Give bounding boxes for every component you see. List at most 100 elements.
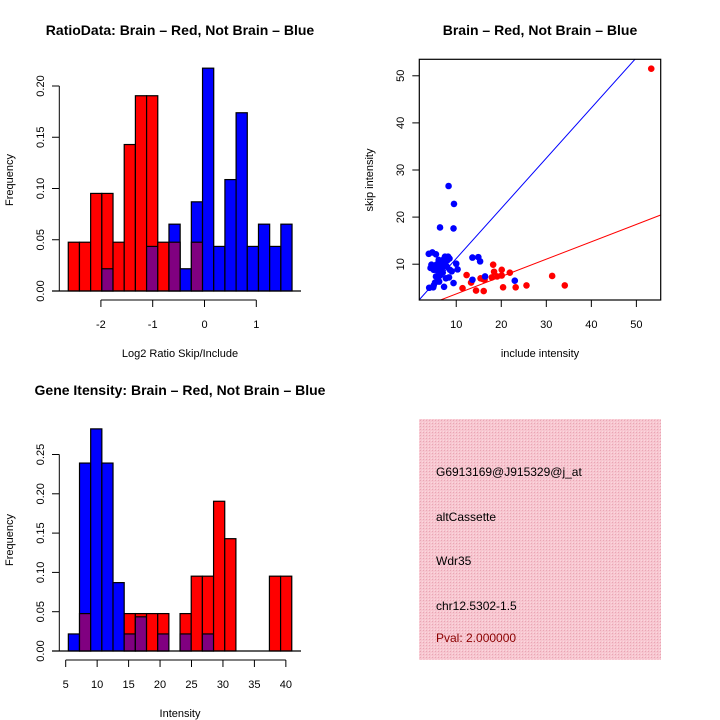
brain-bar xyxy=(279,575,293,652)
not-brain-point xyxy=(445,274,453,281)
regression-line xyxy=(419,59,636,300)
probe-id: G6913169@J915329@j_at xyxy=(436,465,582,479)
overlap-bar xyxy=(157,633,170,652)
not-brain-bar xyxy=(269,245,282,292)
not-brain-point xyxy=(436,224,444,231)
y-tick-label: 0.15 xyxy=(35,522,47,543)
brain-point xyxy=(512,283,519,291)
not-brain-bar xyxy=(101,462,114,652)
y-tick-label: 0.20 xyxy=(35,75,47,96)
overlap-bar xyxy=(179,633,192,652)
y-axis-label: Frequency xyxy=(4,154,16,206)
not-brain-point xyxy=(448,267,456,275)
y-axis-label: skip intensity xyxy=(364,148,376,211)
brain-point xyxy=(561,282,569,289)
x-tick-label: 10 xyxy=(91,679,103,691)
not-brain-point xyxy=(511,277,519,284)
x-tick-label: -2 xyxy=(96,319,106,331)
not-brain-point xyxy=(450,200,458,208)
overlap-bar xyxy=(78,612,92,652)
brain-point xyxy=(463,271,470,279)
overlap-bar xyxy=(123,633,136,652)
x-tick-label: 15 xyxy=(122,679,134,691)
x-axis-label: Log2 Ratio Skip/Include xyxy=(122,348,238,360)
x-axis-label: Intensity xyxy=(160,708,201,720)
brain-bar xyxy=(134,95,148,292)
ratio-histogram: RatioData: Brain – Red, Not Brain – Blue… xyxy=(4,22,314,360)
plot-frame xyxy=(418,58,662,301)
not-brain-point xyxy=(476,258,484,265)
brain-point xyxy=(489,261,497,268)
x-tick-label: 40 xyxy=(280,679,292,691)
not-brain-point xyxy=(435,278,443,285)
y-axis-label: Frequency xyxy=(4,514,16,566)
y-tick-label: 30 xyxy=(395,164,407,176)
x-tick-label: -1 xyxy=(148,319,158,331)
y-tick-label: 20 xyxy=(395,211,407,223)
x-axis-label: include intensity xyxy=(501,348,580,360)
brain-bar xyxy=(112,241,125,292)
not-brain-point xyxy=(440,283,448,291)
brain-bar xyxy=(224,538,237,652)
not-brain-bar xyxy=(280,223,293,292)
y-tick-label: 0.10 xyxy=(35,178,47,199)
x-tick-label: 0 xyxy=(201,319,207,331)
x-tick-label: 35 xyxy=(248,679,260,691)
not-brain-point xyxy=(469,276,476,284)
brain-point xyxy=(523,282,530,289)
brain-bar xyxy=(78,241,92,292)
info-panel-background xyxy=(419,419,661,660)
y-tick-label: 0.10 xyxy=(35,562,47,583)
y-tick-label: 0.05 xyxy=(35,229,47,250)
brain-point xyxy=(506,269,514,276)
not-brain-bar xyxy=(179,268,192,292)
brain-point xyxy=(647,65,655,73)
brain-bar xyxy=(190,575,203,652)
info-panel: G6913169@J915329@j_at altCassette Wdr35 … xyxy=(419,419,661,660)
not-brain-point xyxy=(428,261,435,268)
overlap-bar xyxy=(145,245,159,292)
not-brain-point xyxy=(446,255,453,262)
not-brain-bar xyxy=(112,582,125,652)
p-value: Pval: 2.000000 xyxy=(436,631,516,645)
not-brain-point xyxy=(445,182,452,190)
chart-title: RatioData: Brain – Red, Not Brain – Blue xyxy=(46,22,315,38)
y-tick-label: 40 xyxy=(395,117,407,129)
overlap-bar xyxy=(134,616,148,652)
not-brain-bar xyxy=(201,67,215,292)
brain-bar xyxy=(90,192,103,292)
regression-line xyxy=(439,214,661,300)
brain-bar xyxy=(123,143,136,292)
not-brain-bar xyxy=(90,428,103,652)
not-brain-point xyxy=(450,279,457,287)
not-brain-point xyxy=(452,260,460,268)
y-tick-label: 0.25 xyxy=(35,444,47,465)
brain-point xyxy=(499,283,507,291)
y-tick-label: 50 xyxy=(395,70,407,82)
gene-name: Wdr35 xyxy=(436,554,472,568)
x-tick-label: 25 xyxy=(185,679,197,691)
not-brain-point xyxy=(440,256,447,263)
not-brain-bar xyxy=(257,223,271,292)
x-tick-label: 30 xyxy=(217,679,229,691)
not-brain-bar xyxy=(224,178,237,292)
brain-bar xyxy=(145,612,159,652)
y-tick-label: 0.05 xyxy=(35,601,47,622)
brain-point xyxy=(488,274,496,281)
not-brain-point xyxy=(481,273,489,280)
brain-bar xyxy=(268,575,282,652)
not-brain-point xyxy=(432,251,440,258)
brain-bar xyxy=(157,241,170,292)
y-tick-label: 10 xyxy=(395,258,407,270)
not-brain-point xyxy=(433,261,440,268)
x-tick-label: 10 xyxy=(450,319,462,331)
brain-point xyxy=(459,284,466,292)
intensity-scatter-plot: Brain – Red, Not Brain – Blue include in… xyxy=(364,22,662,360)
x-tick-label: 20 xyxy=(495,319,507,331)
not-brain-point xyxy=(450,225,457,232)
not-brain-bar xyxy=(67,633,81,652)
chart-title: Gene Itensity: Brain – Red, Not Brain – … xyxy=(35,382,326,398)
brain-point xyxy=(490,268,498,276)
brain-bar xyxy=(212,500,226,652)
